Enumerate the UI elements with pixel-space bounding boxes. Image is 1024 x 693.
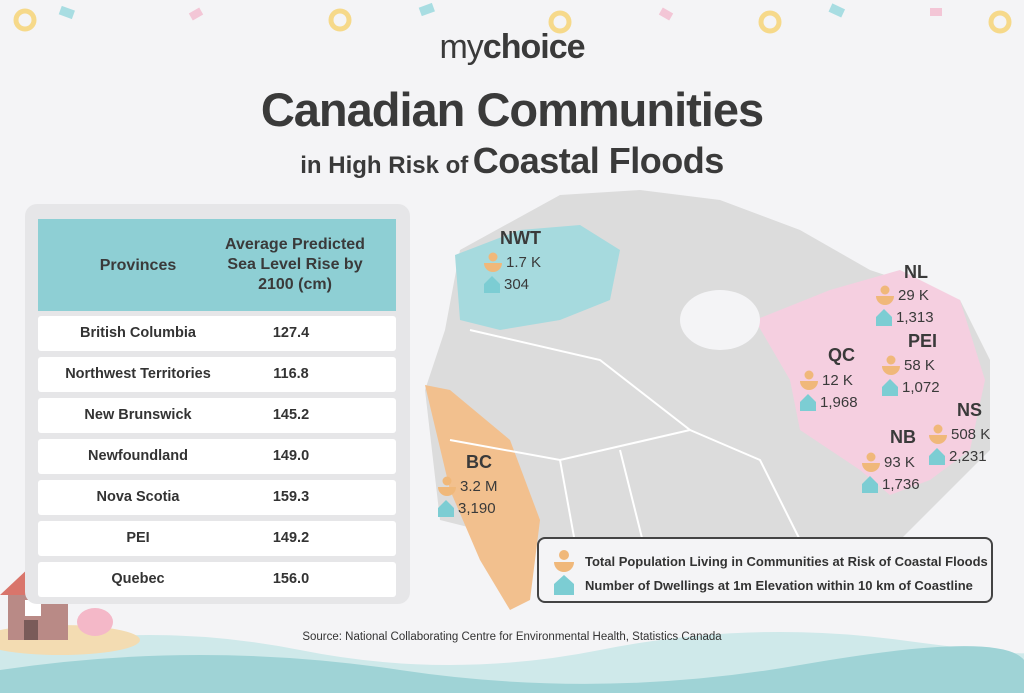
person-icon xyxy=(800,370,818,390)
canada-map xyxy=(425,190,990,610)
region-east xyxy=(755,270,985,495)
dwellings-value: 2,231 xyxy=(949,448,987,465)
dwellings-value: 1,072 xyxy=(902,379,940,396)
logo: mychoice xyxy=(439,28,585,66)
population-value: 29 K xyxy=(898,286,929,304)
page-title: Canadian Communities xyxy=(260,83,764,136)
table-row: PEI 149.2 xyxy=(38,521,396,556)
province-name: Northwest Territories xyxy=(65,366,211,382)
dwellings-stat: 3,190 xyxy=(438,500,496,517)
person-icon xyxy=(554,550,574,572)
province-name: New Brunswick xyxy=(84,407,192,423)
table-row: Newfoundland 149.0 xyxy=(38,439,396,474)
population-value: 1.7 K xyxy=(506,253,542,271)
dwellings-stat: 1,968 xyxy=(800,394,858,411)
sea-level-value: 127.4 xyxy=(272,325,310,341)
column-header-sea-level: Average Predicted Sea Level Rise by 2100… xyxy=(225,236,365,293)
region-label: PEI xyxy=(908,331,938,351)
table-row: Quebec 156.0 xyxy=(38,562,396,597)
legend-label: Total Population Living in Communities a… xyxy=(585,553,988,569)
sea-level-value: 116.8 xyxy=(273,366,309,382)
region-label: QC xyxy=(828,345,855,365)
dwellings-value: 3,190 xyxy=(458,500,496,517)
house-icon xyxy=(554,575,574,595)
population-value: 93 K xyxy=(884,453,915,471)
population-stat: 29 K xyxy=(876,285,929,305)
dwellings-value: 1,313 xyxy=(896,309,934,326)
house-icon xyxy=(876,309,892,326)
house-icon xyxy=(800,394,816,411)
person-icon xyxy=(484,252,502,272)
region-label: NL xyxy=(904,262,928,282)
person-icon xyxy=(929,424,947,444)
house-icon xyxy=(882,379,898,396)
population-stat: 1.7 K xyxy=(484,252,541,272)
house-icon xyxy=(862,476,878,493)
dwellings-value: 1,968 xyxy=(820,394,858,411)
person-icon xyxy=(862,452,880,472)
person-icon xyxy=(438,476,456,496)
house-icon xyxy=(929,448,945,465)
person-icon xyxy=(882,355,900,375)
house-icon xyxy=(438,500,454,517)
dwellings-stat: 1,072 xyxy=(882,379,940,396)
population-stat: 508 K xyxy=(929,424,990,444)
table-header: Provinces Average Predicted Sea Level Ri… xyxy=(38,219,396,311)
table-row: New Brunswick 145.2 xyxy=(38,398,396,433)
dwellings-stat: 2,231 xyxy=(929,448,987,465)
region-label: BC xyxy=(466,452,492,472)
province-name: Nova Scotia xyxy=(96,489,180,505)
sea-level-value: 145.2 xyxy=(272,407,310,423)
population-value: 12 K xyxy=(822,371,853,389)
region-label: NWT xyxy=(500,228,541,248)
table-row: Nova Scotia 159.3 xyxy=(38,480,396,515)
province-name: Newfoundland xyxy=(88,448,188,464)
person-icon xyxy=(876,285,894,305)
table-row: British Columbia 127.4 xyxy=(38,316,396,351)
legend-label: Number of Dwellings at 1m Elevation with… xyxy=(585,577,973,593)
source-note: Source: National Collaborating Centre fo… xyxy=(302,631,722,643)
population-stat: 93 K xyxy=(862,452,915,472)
province-name: PEI xyxy=(126,530,150,546)
province-name: Quebec xyxy=(111,571,165,587)
sea-level-value: 149.0 xyxy=(272,448,310,464)
house-icon xyxy=(484,276,500,293)
region-nwt xyxy=(455,225,620,330)
sea-level-value: 156.0 xyxy=(272,571,310,587)
population-stat: 3.2 M xyxy=(438,476,498,496)
region-label: NB xyxy=(890,427,916,447)
table-row: Northwest Territories 116.8 xyxy=(38,357,396,392)
population-value: 58 K xyxy=(904,356,935,374)
region-label: NS xyxy=(957,400,983,420)
dwellings-value: 304 xyxy=(504,276,530,293)
population-stat: 12 K xyxy=(800,370,853,390)
piggy-bank-icon xyxy=(77,608,113,636)
population-stat: 58 K xyxy=(882,355,935,375)
bottom-waves xyxy=(0,632,1024,693)
page-subtitle: in High Risk of Coastal Floods xyxy=(300,140,724,181)
legend: Total Population Living in Communities a… xyxy=(537,537,993,603)
confetti xyxy=(13,2,1012,34)
dwellings-value: 1,736 xyxy=(882,476,920,493)
population-value: 3.2 M xyxy=(460,477,498,495)
dwellings-stat: 1,736 xyxy=(862,476,920,493)
population-value: 508 K xyxy=(951,425,991,443)
dwellings-stat: 1,313 xyxy=(876,309,934,326)
column-header-provinces: Provinces xyxy=(99,257,177,274)
sea-level-value: 159.3 xyxy=(272,489,310,505)
dwellings-stat: 304 xyxy=(484,276,529,293)
sea-level-value: 149.2 xyxy=(272,530,310,546)
province-name: British Columbia xyxy=(79,325,196,341)
